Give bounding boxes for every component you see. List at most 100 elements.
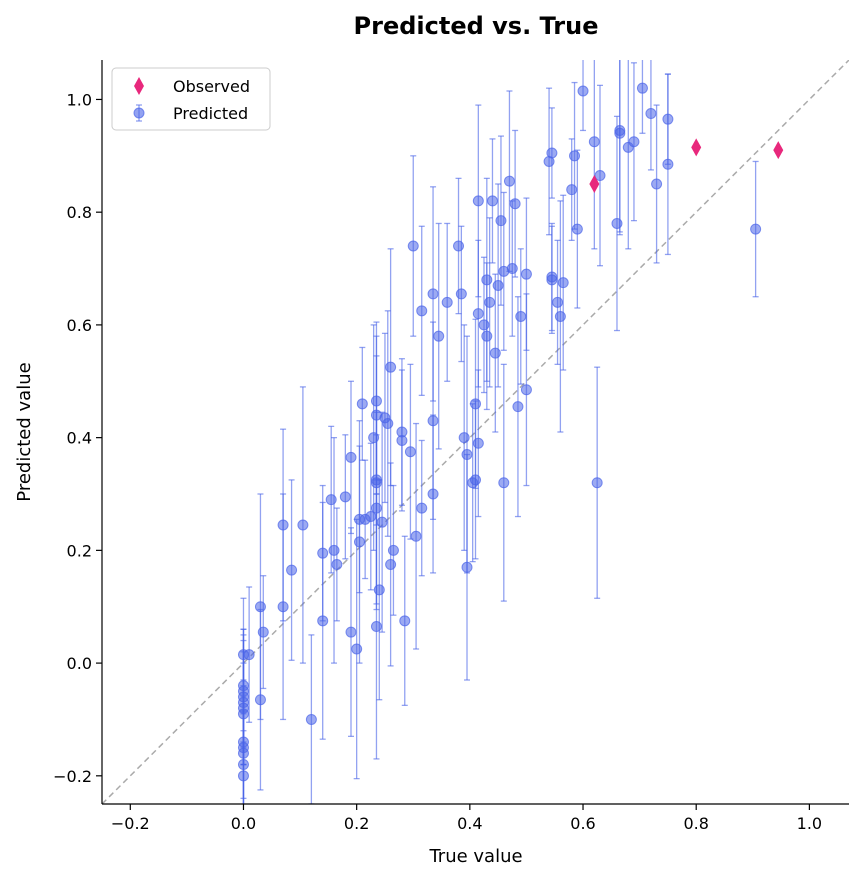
observed-marker (589, 175, 600, 193)
predicted-marker (566, 184, 578, 196)
predicted-marker (571, 223, 583, 235)
predicted-point (305, 634, 317, 804)
legend-box (111, 67, 271, 131)
predicted-point (503, 90, 515, 273)
x-axis-label: True value (428, 846, 522, 867)
chart-title: Predicted vs. True (354, 12, 599, 40)
predicted-point (458, 324, 470, 552)
predicted-marker (399, 615, 411, 627)
x-tick-label: 0.4 (457, 814, 482, 833)
predicted-marker (489, 347, 501, 359)
y-tick-label: 1.0 (67, 90, 92, 109)
predicted-marker (368, 432, 380, 444)
reference-line (102, 60, 849, 804)
predicted-marker (345, 451, 357, 463)
predicted-marker (286, 564, 298, 576)
predicted-marker (351, 643, 363, 655)
predicted-marker (554, 310, 566, 322)
predicted-point (351, 518, 363, 780)
predicted-point (427, 414, 439, 574)
predicted-marker (470, 398, 481, 410)
predicted-marker (472, 437, 484, 449)
predicted-point (577, 60, 589, 132)
x-tick-label: 1.0 (797, 814, 822, 833)
predicted-marker (520, 384, 532, 396)
reference-line-layer (102, 60, 849, 804)
predicted-marker (611, 217, 623, 229)
predicted-point (546, 225, 558, 335)
predicted-marker (512, 401, 524, 413)
predicted-point (520, 293, 532, 487)
predicted-marker (376, 516, 388, 528)
predicted-point (489, 273, 501, 433)
y-tick-label: −0.2 (53, 767, 92, 786)
predicted-marker (373, 584, 385, 596)
y-tick-label: 0.6 (67, 316, 92, 335)
y-ticks: −0.2 0.0 0.2 0.4 0.6 0.8 1.0 (53, 90, 102, 786)
predicted-marker (385, 361, 397, 373)
predicted-point (365, 442, 377, 591)
predicted-point (495, 135, 507, 306)
predicted-marker (385, 558, 397, 570)
predicted-point (433, 222, 445, 450)
predicted-marker (453, 240, 465, 252)
predicted-marker (441, 296, 453, 308)
predicted-marker (407, 240, 419, 252)
legend-predicted-marker (133, 107, 145, 119)
predicted-point (404, 363, 416, 540)
predicted-point (416, 225, 428, 397)
predicted-point (237, 597, 249, 712)
predicted-point (254, 608, 266, 791)
y-tick-label: 0.8 (67, 203, 92, 222)
predicted-marker (628, 136, 640, 148)
predicted-marker (356, 398, 368, 410)
predicted-point (328, 436, 340, 664)
predicted-marker (297, 519, 309, 531)
predicted-marker (498, 477, 510, 489)
predicted-marker (588, 136, 600, 148)
predicted-marker (750, 223, 762, 235)
predicted-point (628, 62, 640, 222)
predicted-point (472, 104, 484, 298)
predicted-marker (495, 215, 507, 227)
predicted-point (396, 369, 408, 512)
predicted-marker (472, 195, 484, 207)
predicted-point (486, 138, 498, 264)
predicted-marker (254, 694, 266, 706)
predicted-point (557, 194, 569, 371)
predicted-point (552, 239, 564, 366)
predicted-marker (557, 277, 569, 289)
predicted-point (455, 225, 467, 363)
predicted-point (543, 87, 555, 236)
predicted-marker (427, 488, 439, 500)
predicted-marker (484, 296, 496, 308)
predicted-point (546, 107, 558, 199)
predicted-marker (339, 491, 351, 503)
predicted-marker (345, 626, 357, 638)
predicted-marker (662, 158, 674, 170)
predicted-point (622, 60, 634, 250)
predicted-point (569, 81, 581, 230)
legend-observed-marker (134, 77, 144, 95)
predicted-marker (594, 170, 606, 182)
predicted-marker (506, 263, 518, 275)
predicted-marker (455, 288, 467, 300)
predicted-point (353, 420, 365, 664)
predicted-points-layer (237, 60, 762, 804)
x-tick-label: 0.2 (344, 814, 369, 833)
predicted-marker (317, 615, 329, 627)
x-tick-label: 0.6 (570, 814, 595, 833)
legend-predicted-label: Predicted (173, 104, 248, 123)
predicted-point (410, 422, 422, 650)
predicted-point (416, 439, 428, 577)
observed-points-layer (589, 138, 784, 193)
predicted-marker (591, 477, 603, 489)
predicted-marker (492, 279, 504, 291)
predicted-point (257, 575, 269, 690)
predicted-point (470, 318, 481, 490)
predicted-marker (486, 195, 498, 207)
x-tick-label: 0.8 (683, 814, 708, 833)
predicted-point (407, 155, 419, 337)
predicted-point (498, 363, 510, 602)
